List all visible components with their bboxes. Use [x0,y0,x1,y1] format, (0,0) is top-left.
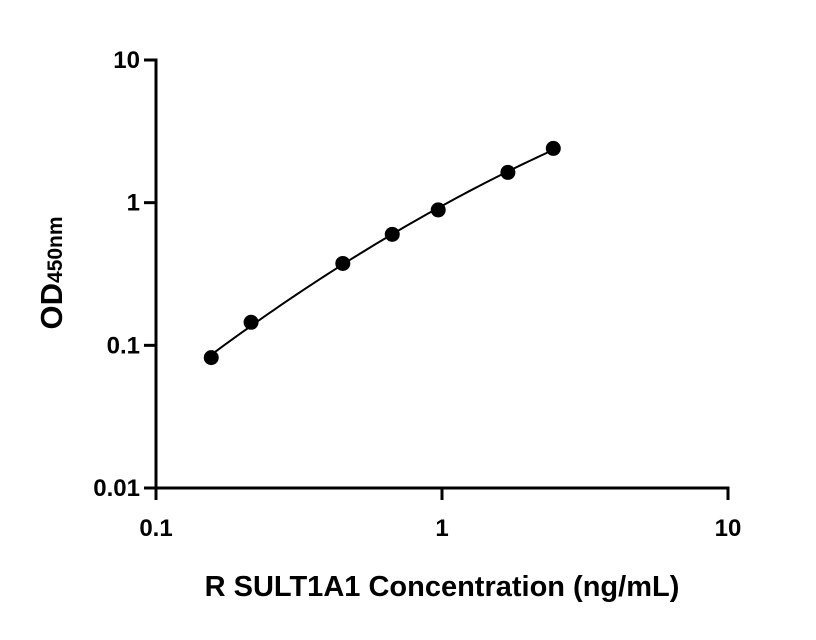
y-tick-label: 10 [113,47,140,74]
axes [154,58,730,490]
data-point [335,255,351,271]
x-axis-title: R SULT1A1 Concentration (ng/mL) [205,571,680,603]
data-point [430,202,446,218]
y-tick-label: 1 [127,190,140,217]
data-point [384,226,400,242]
data-point [545,140,561,156]
y-ticks: 0.01 0.1 1 10 [93,47,156,502]
data-point [500,164,516,180]
data-point [203,350,219,366]
y-tick-label: 0.1 [107,332,140,359]
y-tick-label: 0.01 [93,475,140,502]
x-tick-label: 0.1 [139,515,172,542]
y-axis-title-subscript: 450nm [44,216,67,283]
data-points [203,140,561,366]
fit-curve [210,148,554,356]
data-point [243,314,259,330]
x-tick-label: 10 [715,515,742,542]
x-tick-label: 1 [435,515,448,542]
y-axis-title-main: OD [34,283,69,330]
x-ticks: 0.1 1 10 [139,488,741,542]
y-axis-title: OD450nm [34,216,69,329]
